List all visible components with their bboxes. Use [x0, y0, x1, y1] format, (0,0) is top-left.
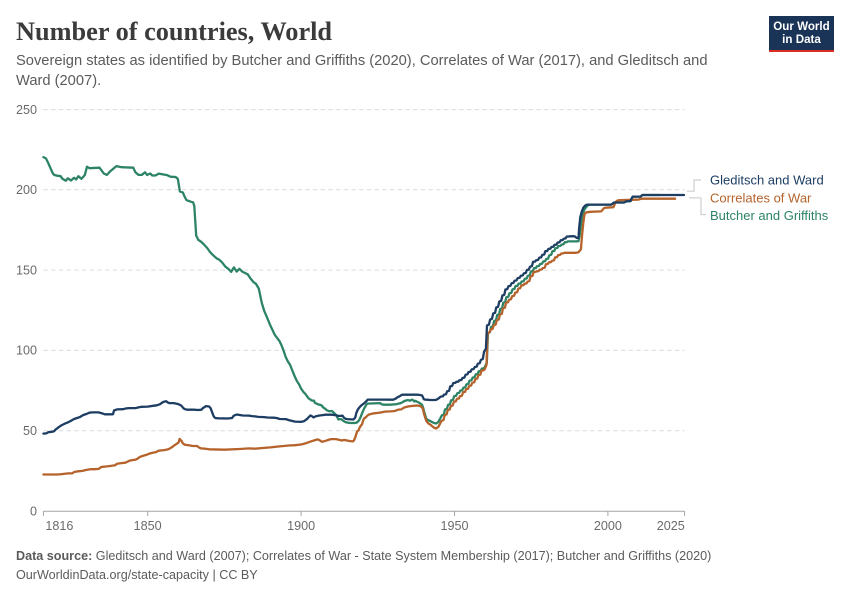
- svg-text:150: 150: [16, 263, 37, 277]
- svg-text:200: 200: [16, 183, 37, 197]
- svg-text:1816: 1816: [45, 519, 73, 533]
- svg-text:2025: 2025: [657, 519, 685, 533]
- svg-text:0: 0: [30, 504, 37, 518]
- svg-text:Gleditsch and Ward: Gleditsch and Ward: [710, 173, 824, 188]
- svg-text:100: 100: [16, 344, 37, 358]
- svg-text:50: 50: [23, 424, 37, 438]
- svg-text:Correlates of War: Correlates of War: [710, 191, 812, 206]
- svg-text:1900: 1900: [287, 519, 315, 533]
- svg-text:Butcher and Griffiths: Butcher and Griffiths: [710, 208, 829, 223]
- svg-text:2000: 2000: [594, 519, 622, 533]
- svg-text:1850: 1850: [134, 519, 162, 533]
- svg-text:1950: 1950: [440, 519, 468, 533]
- svg-text:250: 250: [16, 103, 37, 117]
